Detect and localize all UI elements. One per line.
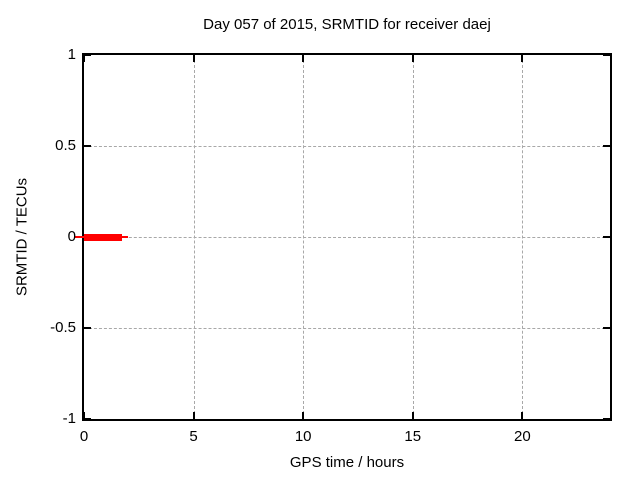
y-tick-label-0: 0 [67, 228, 76, 245]
x-tick-mark-top-15 [411, 55, 414, 62]
gridline-horizontal-0.5 [84, 146, 610, 147]
y-tick-label-1: 1 [67, 46, 76, 63]
series-line-segment-SRMTID-1 [84, 233, 123, 241]
x-tick-mark-bottom-0 [83, 412, 85, 419]
gridline-horizontal--0.5 [84, 328, 610, 329]
y-tick-mark-right-0 [603, 236, 610, 238]
x-tick-mark-top-0 [83, 55, 85, 62]
y-tick-label--0.5: -0.5 [50, 319, 76, 336]
x-tick-label-20: 20 [513, 428, 531, 445]
y-tick-label--1: -1 [62, 410, 76, 427]
x-tick-mark-top-10 [302, 55, 305, 62]
x-tick-mark-bottom-5 [192, 412, 195, 419]
gridline-horizontal-0 [84, 237, 610, 238]
y-tick-mark-right-0.5 [603, 145, 610, 147]
y-tick-mark-right--0.5 [603, 327, 610, 329]
x-tick-label-15: 15 [404, 428, 422, 445]
x-tick-label-0: 0 [79, 428, 89, 445]
y-tick-label-0.5: 0.5 [55, 137, 76, 154]
x-tick-label-5: 5 [189, 428, 198, 445]
x-axis-label: GPS time / hours [289, 454, 405, 471]
x-tick-label-10: 10 [294, 428, 312, 445]
plot-area [75, 53, 612, 421]
x-tick-mark-top-20 [521, 55, 524, 62]
y-tick-mark-left--1 [84, 418, 91, 420]
x-tick-mark-bottom-15 [411, 412, 414, 419]
y-tick-mark-left-0.5 [84, 145, 91, 147]
y-tick-mark-right--1 [603, 418, 610, 420]
y-tick-mark-left-1 [84, 54, 91, 56]
x-tick-mark-bottom-10 [302, 412, 305, 419]
y-tick-mark-left--0.5 [84, 327, 91, 329]
x-tick-mark-top-5 [192, 55, 195, 62]
x-tick-mark-bottom-20 [521, 412, 524, 419]
y-tick-mark-right-1 [603, 54, 610, 56]
chart-title: Day 057 of 2015, SRMTID for receiver dae… [203, 16, 491, 33]
